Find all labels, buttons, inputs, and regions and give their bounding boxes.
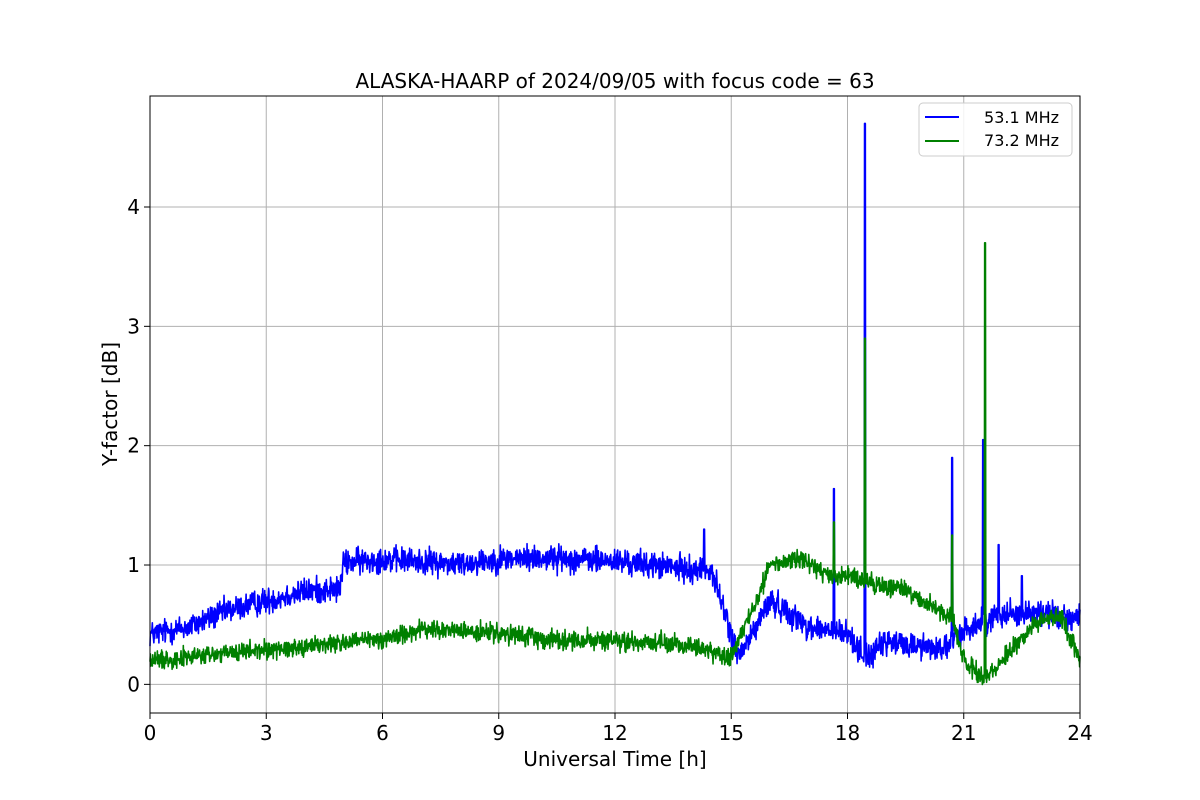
x-tick-label: 21 (951, 721, 976, 745)
y-tick-label: 3 (127, 314, 140, 338)
series-line-1 (149, 241, 1081, 686)
y-tick-label: 0 (127, 672, 140, 696)
x-tick-label: 15 (719, 721, 744, 745)
grid-lines (149, 96, 1081, 713)
y-axis-ticks: 0 1 2 3 4 (127, 195, 150, 696)
chart-title: ALASKA-HAARP of 2024/09/05 with focus co… (355, 69, 874, 93)
x-axis-label: Universal Time [h] (523, 747, 706, 771)
series-layer (149, 122, 1081, 686)
series-line-0 (149, 122, 1081, 669)
x-tick-label: 24 (1067, 721, 1092, 745)
x-tick-label: 9 (492, 721, 505, 745)
x-tick-label: 0 (144, 721, 157, 745)
legend: 53.1 MHz 73.2 MHz (918, 102, 1073, 157)
x-tick-label: 3 (260, 721, 273, 745)
x-axis-ticks: 0 3 6 9 12 15 18 21 24 (144, 713, 1093, 745)
legend-label-73mhz: 73.2 MHz (984, 131, 1059, 150)
y-tick-label: 2 (127, 434, 140, 458)
y-axis-label: Y-factor [dB] (98, 342, 122, 467)
x-tick-label: 18 (835, 721, 860, 745)
legend-label-53mhz: 53.1 MHz (984, 108, 1059, 127)
x-tick-label: 12 (602, 721, 627, 745)
y-tick-label: 4 (127, 195, 140, 219)
x-tick-label: 6 (376, 721, 389, 745)
y-tick-label: 1 (127, 553, 140, 577)
